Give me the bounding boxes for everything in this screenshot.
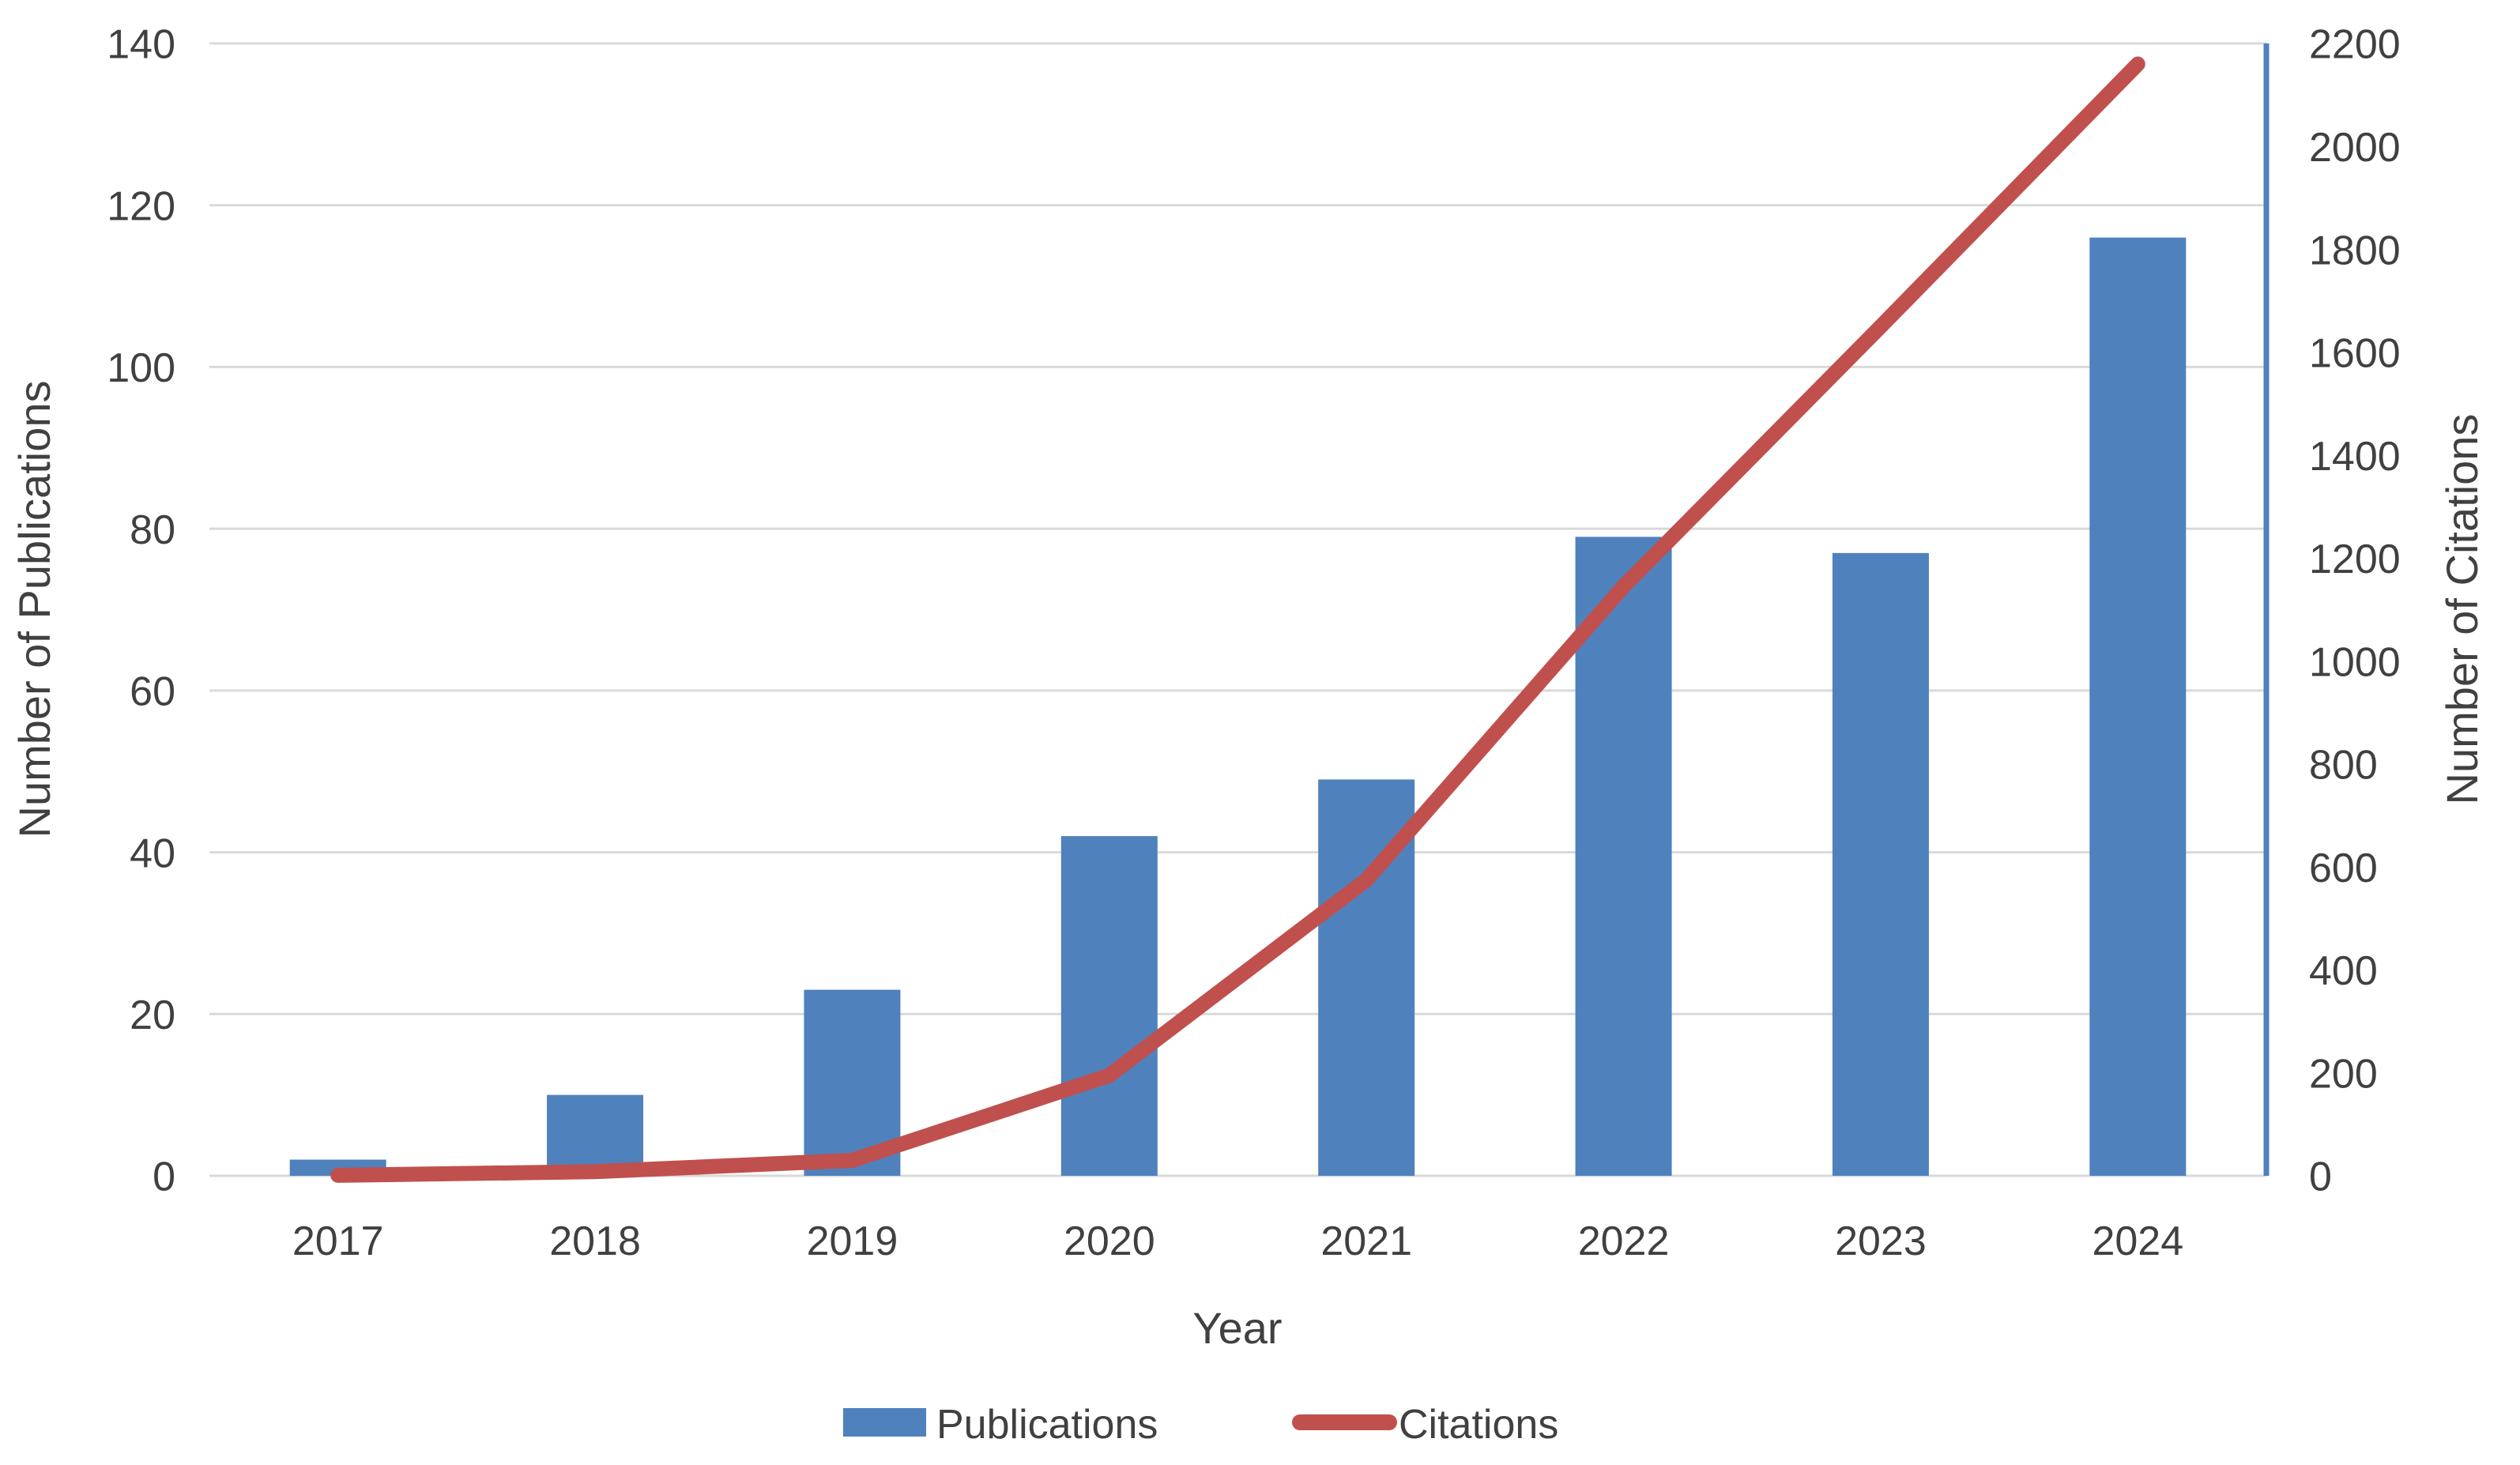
x-tick-label-2017: 2017 bbox=[292, 1218, 384, 1264]
publications-bars bbox=[289, 237, 2187, 1177]
right-axis-tick-labels: 0 200 400 600 800 1000 1200 1400 1600 1800 2000 220… bbox=[2309, 22, 2401, 1200]
left-tick-label: 140 bbox=[107, 22, 175, 68]
citations-line bbox=[330, 56, 2145, 1183]
right-tick-label: 0 bbox=[2309, 1154, 2332, 1200]
bar-2023 bbox=[1832, 552, 1929, 1176]
x-tick-label-2022: 2022 bbox=[1578, 1218, 1670, 1264]
left-tick-label: 80 bbox=[130, 507, 175, 553]
right-tick-label: 1600 bbox=[2309, 331, 2401, 377]
right-tick-label: 2200 bbox=[2309, 22, 2401, 68]
legend-label-citations: Citations bbox=[1399, 1402, 1558, 1448]
right-tick-label: 1200 bbox=[2309, 537, 2401, 582]
left-tick-label: 40 bbox=[130, 830, 175, 876]
legend-swatch-publications bbox=[843, 1408, 926, 1437]
legend: Publications Citations bbox=[843, 1402, 1558, 1448]
x-tick-label-2021: 2021 bbox=[1320, 1218, 1412, 1264]
right-tick-label: 200 bbox=[2309, 1051, 2378, 1097]
left-tick-label: 0 bbox=[153, 1154, 175, 1200]
left-tick-label: 100 bbox=[107, 345, 175, 391]
left-tick-label: 60 bbox=[130, 669, 175, 715]
left-axis-tick-labels: 0 20 40 60 80 100 120 140 bbox=[107, 22, 175, 1200]
bar-2018 bbox=[547, 1094, 644, 1176]
left-tick-label: 120 bbox=[107, 183, 175, 229]
x-tick-label-2024: 2024 bbox=[2092, 1218, 2183, 1264]
x-axis-title: Year bbox=[1192, 1303, 1282, 1353]
left-tick-label: 20 bbox=[130, 992, 175, 1038]
left-axis-title: Number of Publications bbox=[9, 381, 59, 838]
bar-2024 bbox=[2089, 237, 2187, 1177]
gridlines bbox=[209, 42, 2266, 1177]
x-tick-label-2018: 2018 bbox=[549, 1218, 641, 1264]
right-tick-label: 1800 bbox=[2309, 228, 2401, 273]
x-axis-tick-labels: 2017 2018 2019 2020 2021 2022 2023 2024 bbox=[292, 1218, 2183, 1264]
right-tick-label: 2000 bbox=[2309, 125, 2401, 171]
right-tick-label: 600 bbox=[2309, 845, 2378, 891]
bar-2022 bbox=[1575, 537, 1672, 1176]
right-axis-title: Number of Citations bbox=[2437, 414, 2487, 805]
right-tick-label: 1000 bbox=[2309, 639, 2401, 685]
bar-2020 bbox=[1060, 836, 1158, 1176]
x-tick-label-2019: 2019 bbox=[807, 1218, 898, 1264]
x-tick-label-2020: 2020 bbox=[1064, 1218, 1155, 1264]
right-tick-label: 400 bbox=[2309, 948, 2378, 994]
x-tick-label-2023: 2023 bbox=[1835, 1218, 1927, 1264]
legend-label-publications: Publications bbox=[936, 1402, 1158, 1448]
right-tick-label: 800 bbox=[2309, 743, 2378, 789]
right-tick-label: 1400 bbox=[2309, 434, 2401, 480]
